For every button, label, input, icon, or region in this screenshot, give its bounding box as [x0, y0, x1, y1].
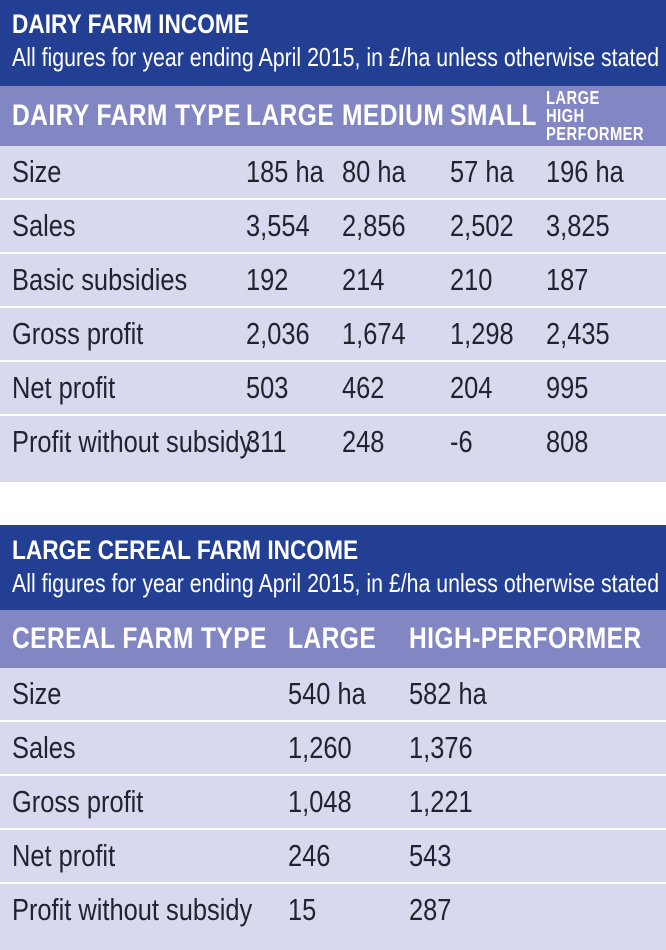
- table-cell: 1,221: [409, 784, 473, 819]
- column-header: LARGE: [246, 99, 335, 132]
- table-cell: 543: [409, 838, 452, 873]
- dairy-subtitle: All figures for year ending April 2015, …: [12, 42, 660, 72]
- table-cell: 3,825: [546, 208, 610, 243]
- column-header: DAIRY FARM TYPE: [12, 99, 241, 132]
- table-cell: 210: [450, 262, 493, 297]
- table-row: Size 185 ha 80 ha 57 ha 196 ha: [0, 146, 666, 200]
- table-cell: 2,502: [450, 208, 514, 243]
- row-label: Size: [12, 154, 62, 189]
- table-cell: 540 ha: [288, 676, 366, 711]
- dairy-income-table: DAIRY FARM INCOME All figures for year e…: [0, 0, 666, 482]
- table-row: Gross profit 1,048 1,221: [0, 776, 666, 830]
- table-cell: 1,260: [288, 730, 352, 765]
- table-cell: -6: [450, 424, 473, 459]
- table-cell: 2,036: [246, 316, 310, 351]
- table-cell: 1,674: [342, 316, 406, 351]
- table-row: Net profit 246 543: [0, 830, 666, 884]
- table-cell: 2,435: [546, 316, 610, 351]
- cereal-subtitle: All figures for year ending April 2015, …: [12, 568, 660, 598]
- dairy-title: DAIRY FARM INCOME: [12, 9, 249, 39]
- table-row: Gross profit 2,036 1,674 1,298 2,435: [0, 308, 666, 362]
- table-cell: 204: [450, 370, 493, 405]
- column-header: CEREAL FARM TYPE: [12, 622, 267, 655]
- dairy-rows: Size 185 ha 80 ha 57 ha 196 ha Sales 3,5…: [0, 146, 666, 468]
- table-cell: 3,554: [246, 208, 310, 243]
- table-cell: 1,298: [450, 316, 514, 351]
- table-cell: 192: [246, 262, 289, 297]
- column-header: LARGE: [288, 622, 377, 655]
- column-header: LARGE HIGH PERFORMER: [546, 88, 645, 144]
- dairy-header: DAIRY FARM INCOME All figures for year e…: [0, 0, 666, 86]
- table-cell: 196 ha: [546, 154, 624, 189]
- table-cell: 15: [288, 892, 317, 927]
- row-label: Net profit: [12, 838, 116, 873]
- column-header: MEDIUM: [342, 99, 445, 132]
- dairy-column-headers: DAIRY FARM TYPE LARGE MEDIUM SMALL LARGE…: [0, 86, 666, 146]
- table-cell: 311: [246, 424, 287, 459]
- table-cell: 1,376: [409, 730, 473, 765]
- row-label: Profit without subsidy: [12, 892, 253, 927]
- cereal-rows: Size 540 ha 582 ha Sales 1,260 1,376 Gro…: [0, 668, 666, 936]
- row-label: Sales: [12, 208, 76, 243]
- cereal-column-headers: CEREAL FARM TYPE LARGE HIGH-PERFORMER: [0, 610, 666, 668]
- row-label: Gross profit: [12, 784, 144, 819]
- table-row: Sales 3,554 2,856 2,502 3,825: [0, 200, 666, 254]
- table-cell: 462: [342, 370, 385, 405]
- table-cell: 214: [342, 262, 385, 297]
- table-cell: 80 ha: [342, 154, 406, 189]
- table-cell: 57 ha: [450, 154, 514, 189]
- table-row: Net profit 503 462 204 995: [0, 362, 666, 416]
- cereal-income-table: LARGE CEREAL FARM INCOME All figures for…: [0, 525, 666, 950]
- cereal-header: LARGE CEREAL FARM INCOME All figures for…: [0, 525, 666, 610]
- column-header: HIGH-PERFORMER: [409, 622, 642, 655]
- table-cell: 808: [546, 424, 589, 459]
- table-cell: 246: [288, 838, 331, 873]
- row-label: Net profit: [12, 370, 116, 405]
- table-row: Profit without subsidy 311 248 -6 808: [0, 416, 666, 468]
- table-cell: 995: [546, 370, 589, 405]
- row-label: Profit without subsidy: [12, 424, 253, 459]
- table-cell: 2,856: [342, 208, 406, 243]
- table-cell: 248: [342, 424, 385, 459]
- table-row: Sales 1,260 1,376: [0, 722, 666, 776]
- table-row: Basic subsidies 192 214 210 187: [0, 254, 666, 308]
- row-label: Gross profit: [12, 316, 144, 351]
- row-label: Sales: [12, 730, 76, 765]
- table-cell: 187: [546, 262, 589, 297]
- table-row: Size 540 ha 582 ha: [0, 668, 666, 722]
- table-row: Profit without subsidy 15 287: [0, 884, 666, 936]
- table-footer-pad: [0, 936, 666, 950]
- table-cell: 185 ha: [246, 154, 324, 189]
- table-cell: 1,048: [288, 784, 352, 819]
- table-cell: 582 ha: [409, 676, 487, 711]
- table-cell: 503: [246, 370, 289, 405]
- row-label: Size: [12, 676, 62, 711]
- column-header: SMALL: [450, 99, 537, 132]
- row-label: Basic subsidies: [12, 262, 188, 297]
- table-cell: 287: [409, 892, 452, 927]
- table-footer-pad: [0, 468, 666, 482]
- cereal-title: LARGE CEREAL FARM INCOME: [12, 535, 359, 565]
